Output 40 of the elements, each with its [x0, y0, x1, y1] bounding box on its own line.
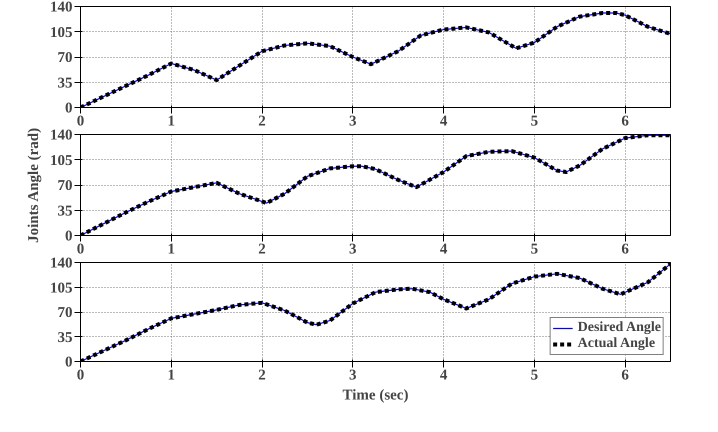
y-tick-label: 35 — [58, 330, 72, 346]
y-axis-title: Joints Angle (rad) — [26, 128, 42, 243]
y-tick-label: 70 — [58, 178, 72, 194]
x-tick-label: 5 — [530, 114, 538, 130]
x-tick-label: 0 — [76, 368, 84, 384]
y-tick-label: 35 — [58, 75, 72, 92]
y-tick-label: 105 — [50, 152, 72, 169]
x-tick-label: 2 — [258, 368, 266, 384]
x-tick-label: 3 — [349, 242, 357, 258]
x-tick-label: 1 — [168, 242, 176, 258]
x-tick-label: 6 — [621, 242, 630, 258]
y-tick-label: 140 — [50, 256, 72, 272]
x-axis-title: Time (sec) — [342, 388, 408, 404]
x-tick-label: 6 — [621, 368, 630, 384]
x-tick-label: 6 — [621, 114, 630, 130]
x-tick-label: 3 — [349, 114, 357, 130]
y-tick-label: 0 — [65, 354, 72, 370]
y-tick-label: 140 — [50, 0, 72, 16]
x-tick-label: 5 — [530, 368, 538, 384]
legend-label: Actual Angle — [578, 336, 656, 352]
y-tick-label: 70 — [58, 305, 72, 321]
y-tick-label: 0 — [65, 228, 72, 244]
x-tick-label: 0 — [76, 242, 84, 258]
x-tick-label: 4 — [440, 368, 448, 384]
y-tick-label: 105 — [50, 280, 72, 296]
y-tick-label: 70 — [58, 50, 72, 66]
y-tick-label: 105 — [50, 24, 72, 41]
x-tick-label: 2 — [258, 242, 266, 258]
y-tick-label: 0 — [65, 100, 72, 116]
x-tick-label: 4 — [440, 114, 448, 130]
x-tick-label: 0 — [76, 114, 84, 130]
x-tick-label: 5 — [530, 242, 538, 258]
y-tick-label: 35 — [58, 203, 72, 220]
x-tick-label: 4 — [440, 242, 448, 258]
x-tick-label: 1 — [168, 114, 176, 130]
y-tick-label: 140 — [50, 128, 72, 144]
legend-label: Desired Angle — [578, 320, 661, 336]
x-tick-label: 2 — [258, 114, 266, 130]
x-tick-label: 1 — [168, 368, 176, 384]
x-tick-label: 3 — [349, 368, 357, 384]
